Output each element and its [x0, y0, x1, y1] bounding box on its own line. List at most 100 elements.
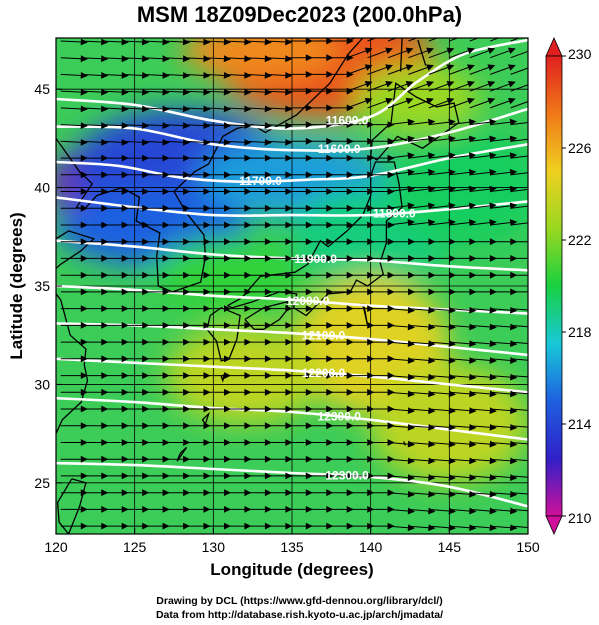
wind-arrow-head [531, 442, 537, 447]
wind-arrow-head [468, 202, 477, 210]
wind-arrow-head [529, 48, 535, 53]
wind-arrow-shaft [510, 442, 528, 445]
wind-arrow-head [507, 81, 516, 88]
wind-arrow-head [407, 185, 415, 193]
wind-arrow-head [531, 525, 537, 530]
wind-arrow-head [531, 289, 536, 294]
wind-arrow-head [428, 118, 436, 126]
contour-label: 11800.0 [373, 206, 416, 220]
wind-arrow-head [531, 408, 537, 413]
wind-arrow-head [531, 425, 537, 430]
wind-arrow-head [509, 219, 518, 226]
wind-arrow-head [531, 492, 537, 497]
wind-arrow-head [428, 168, 436, 176]
wind-arrow-head [426, 97, 434, 105]
wind-arrow-head [509, 152, 518, 160]
wind-arrow-head [468, 118, 477, 126]
wind-arrow-head [468, 185, 477, 193]
wind-arrow-head [448, 152, 456, 160]
coastline [56, 293, 89, 434]
temperature-blob [181, 38, 340, 80]
wind-arrow-head [487, 81, 496, 88]
y-axis-label: Latitude (degrees) [7, 212, 26, 359]
wind-arrow-head [468, 152, 477, 160]
wind-arrow-head [385, 64, 393, 71]
wind-arrow-head [446, 81, 455, 88]
wind-arrow-head [531, 256, 536, 261]
contour-label: 12300.0 [325, 469, 369, 483]
wind-arrow-head [509, 31, 515, 36]
contour-label: 12300.0 [318, 410, 362, 424]
wind-arrow-shaft [510, 475, 528, 478]
x-tick-label: 120 [44, 539, 68, 555]
contour-labels: 11600.0 11600.0 11700.0 11800.0 11900.0 12000… [239, 113, 416, 482]
wind-arrow-shaft [510, 138, 528, 142]
wind-arrow-shaft [510, 492, 528, 495]
wind-arrow-head [448, 219, 456, 226]
wind-arrow-head [507, 64, 516, 71]
wind-arrow-head [385, 81, 393, 88]
wind-arrow-head [405, 97, 414, 105]
x-tick-label: 135 [280, 539, 304, 555]
wind-arrow-shaft [510, 101, 528, 109]
wind-arrow-head [488, 31, 494, 36]
wind-arrow-head [487, 97, 496, 105]
colorbar-tick-label: 226 [568, 140, 592, 156]
wind-arrow-head [489, 202, 497, 210]
wind-arrow-head [427, 31, 433, 36]
wind-vectors [60, 31, 537, 532]
wind-arrow-head [467, 97, 475, 105]
wind-arrow-head [407, 118, 415, 126]
coastline [403, 441, 406, 446]
y-tick-label: 35 [34, 278, 50, 294]
wind-arrow-head [507, 97, 516, 105]
wind-arrow-head [407, 219, 415, 226]
y-tick-label: 40 [34, 180, 50, 196]
contour-label: 11600.0 [326, 113, 369, 127]
wind-arrow-shaft [449, 38, 459, 42]
wind-arrow-head [407, 202, 415, 210]
wind-arrow-head [468, 31, 474, 36]
wind-arrow-head [531, 136, 537, 141]
height-contour [56, 461, 528, 508]
height-contour [56, 38, 528, 130]
wind-arrow-shaft [510, 341, 528, 345]
wind-arrow-shaft [510, 375, 528, 378]
wind-arrow-head [364, 47, 373, 55]
wind-arrow-shaft [510, 508, 528, 512]
wind-arrow-head [509, 135, 518, 143]
wind-arrow-shaft [510, 425, 528, 428]
y-tick-label: 25 [34, 475, 50, 491]
wind-arrow-shaft [510, 84, 528, 92]
wind-arrow-head [468, 219, 477, 226]
wind-arrow-head [509, 185, 518, 193]
wind-arrow-head [428, 202, 436, 210]
x-axis-ticks: 120 125 130 135 140 145 150 [44, 528, 540, 555]
height-contour [56, 196, 528, 218]
y-axis-ticks: 25 30 35 40 45 [34, 81, 62, 491]
wind-arrow-head [487, 64, 496, 71]
wind-arrow-head [407, 135, 415, 143]
grid-lines [56, 38, 528, 534]
wind-arrow-shaft [490, 38, 500, 42]
credit-data-source: Data from http://database.rish.kyoto-u.a… [155, 609, 444, 621]
wind-arrow-shaft [469, 38, 480, 42]
wind-arrow-head [468, 135, 477, 143]
wind-arrow-head [407, 168, 415, 176]
wind-arrow-shaft [510, 408, 528, 411]
wind-arrow-head [529, 82, 535, 87]
colorbar-ticks: 210 214 218 222 226 230 [562, 46, 592, 526]
wind-arrow-head [385, 47, 393, 55]
wind-arrow-head [446, 47, 455, 55]
x-tick-label: 145 [438, 539, 462, 555]
contour-label: 11600.0 [318, 142, 361, 156]
wind-arrow-head [448, 118, 456, 126]
wind-arrow-shaft [510, 458, 528, 462]
wind-arrow-head [364, 81, 373, 88]
wind-arrow-head [507, 47, 516, 55]
wind-arrow-head [531, 475, 537, 480]
wind-arrow-head [467, 47, 475, 55]
x-tick-label: 140 [359, 539, 383, 555]
wind-arrow-head [487, 47, 496, 55]
wind-arrow-head [405, 64, 414, 71]
